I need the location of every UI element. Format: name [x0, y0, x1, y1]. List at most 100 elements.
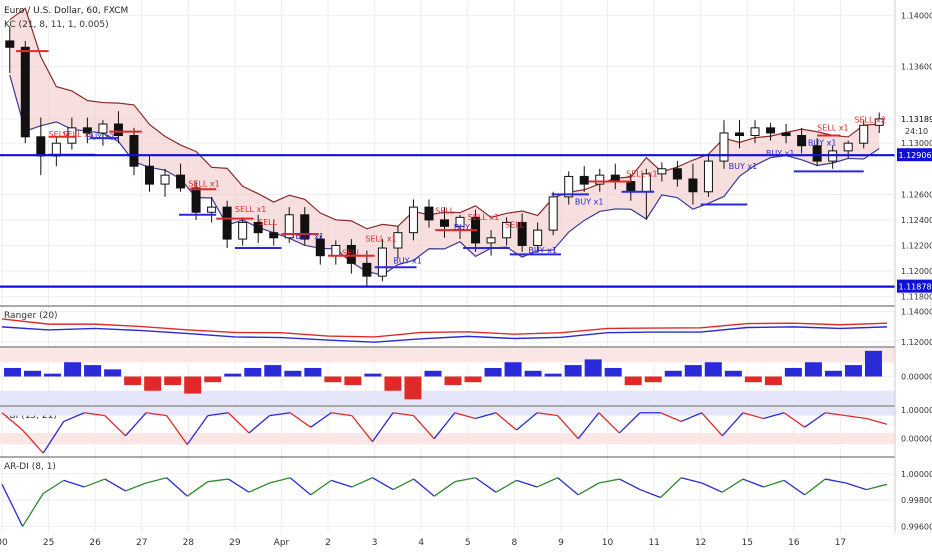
price-tag: [897, 148, 932, 162]
candle-body: [113, 123, 123, 137]
x-tick-label: 3: [372, 538, 378, 548]
pane-title: Ranger (20): [4, 311, 58, 321]
indicator-line-segment: [1, 412, 23, 431]
candle-body: [129, 135, 139, 167]
msi-bar: [64, 362, 82, 377]
indicator-line-segment: [475, 412, 497, 420]
signal-label: SELL x1: [817, 123, 848, 132]
y-tick-label: 1.12000: [901, 338, 932, 347]
msi-bar: [44, 373, 62, 377]
candle-body: [688, 178, 698, 193]
x-tick-label: 15: [742, 538, 753, 548]
signal-label: BUY x1: [729, 162, 758, 171]
x-tick-label: 10: [602, 538, 614, 548]
msi-bar: [444, 376, 462, 386]
msi-bar: [804, 362, 822, 377]
indicator-line-segment: [557, 415, 579, 440]
x-tick-label: 8: [512, 538, 518, 548]
candle-body: [564, 175, 574, 198]
candle-body: [98, 123, 108, 134]
candle-body: [331, 244, 341, 257]
indicator-line-segment: [474, 477, 497, 493]
candle-body: [626, 181, 636, 193]
msi-bar: [704, 362, 722, 377]
msi-bar: [384, 376, 402, 391]
kc-lower-line: [9, 74, 880, 276]
indicator-line-segment: [721, 412, 744, 437]
indicator-line-segment: [413, 415, 435, 440]
indicator-line-segment: [42, 421, 65, 454]
candle-body: [781, 132, 791, 137]
candle-body: [82, 127, 92, 134]
msi-bar: [824, 370, 842, 377]
signal-label: BUY x1: [766, 149, 795, 158]
indicator-line-segment: [804, 412, 826, 428]
signal-label: SELL x1: [626, 169, 657, 178]
msi-bar: [724, 370, 742, 377]
msi-bar: [184, 376, 202, 394]
x-tick-label: 27: [136, 538, 147, 548]
signal-label: SELL x1: [468, 213, 499, 222]
indicator-line-segment: [454, 412, 476, 420]
signal-label: BUY x1: [808, 139, 837, 148]
msi-bar: [104, 369, 122, 377]
indicator-line-segment: [537, 412, 558, 417]
indicator-line-segment: [166, 477, 188, 497]
y-tick-label: 1.12600: [901, 190, 932, 199]
y-tick-label: 1.11800: [901, 293, 932, 302]
candle-body: [36, 136, 46, 157]
candle-body: [207, 206, 217, 213]
indicator-line-segment: [516, 412, 538, 431]
indicator-line-segment: [269, 477, 291, 484]
indicator-line-segment: [866, 417, 888, 425]
signal-label: BUY x1: [575, 198, 604, 207]
msi-bar: [284, 370, 302, 377]
indicator-line-segment: [660, 412, 682, 423]
candle-body: [238, 221, 248, 240]
signal-label: BUY x1: [295, 232, 324, 241]
candle-body: [874, 118, 884, 126]
indicator-line-segment: [742, 478, 764, 488]
indicator-line-segment: [763, 412, 785, 420]
msi-bar: [544, 373, 562, 377]
msi-bar: [844, 365, 862, 377]
indicator-line-segment: [598, 412, 620, 434]
indicator-line-segment: [125, 412, 147, 437]
indicator-line-segment: [331, 412, 352, 417]
current-price-label: 1.13189: [901, 115, 932, 124]
msi-bar: [644, 376, 662, 383]
ranger-lower-line: [1, 326, 888, 343]
x-tick-label: 28: [183, 538, 195, 548]
candle-body: [797, 135, 807, 147]
indicator-line-segment: [618, 412, 641, 434]
indicator-line-segment: [125, 482, 147, 492]
msi-bar: [324, 376, 342, 383]
price-tag: [897, 279, 932, 293]
candle-body: [176, 174, 186, 189]
signal-label: BUY x2: [86, 132, 115, 141]
indicator-line-segment: [516, 479, 538, 488]
candle-body: [300, 214, 310, 240]
msi-bar: [684, 365, 702, 377]
msi-bar: [624, 376, 642, 386]
pane-title: TBI (15, 21): [3, 411, 57, 421]
indicator-line-segment: [536, 477, 558, 488]
y-tick-label: 1.13000: [901, 139, 932, 148]
candle-body: [145, 165, 154, 185]
candle-body: [486, 237, 496, 244]
indicator-line-segment: [186, 415, 209, 445]
candle-body: [719, 132, 729, 162]
indicator-line-segment: [701, 412, 723, 437]
pane-title: AR-DI (8, 1): [4, 462, 56, 472]
signal-label: SELL x1: [63, 130, 94, 139]
indicator-line-segment: [825, 478, 846, 484]
indicator-line-segment: [42, 479, 65, 495]
indicator-line-segment: [269, 412, 291, 417]
msi-bar: [664, 370, 682, 377]
indicator-line-segment: [454, 477, 476, 483]
indicator-line-segment: [227, 412, 250, 434]
indicator-line-segment: [639, 488, 661, 499]
signal-label: SELL: [342, 249, 362, 258]
candle-body: [502, 221, 512, 239]
